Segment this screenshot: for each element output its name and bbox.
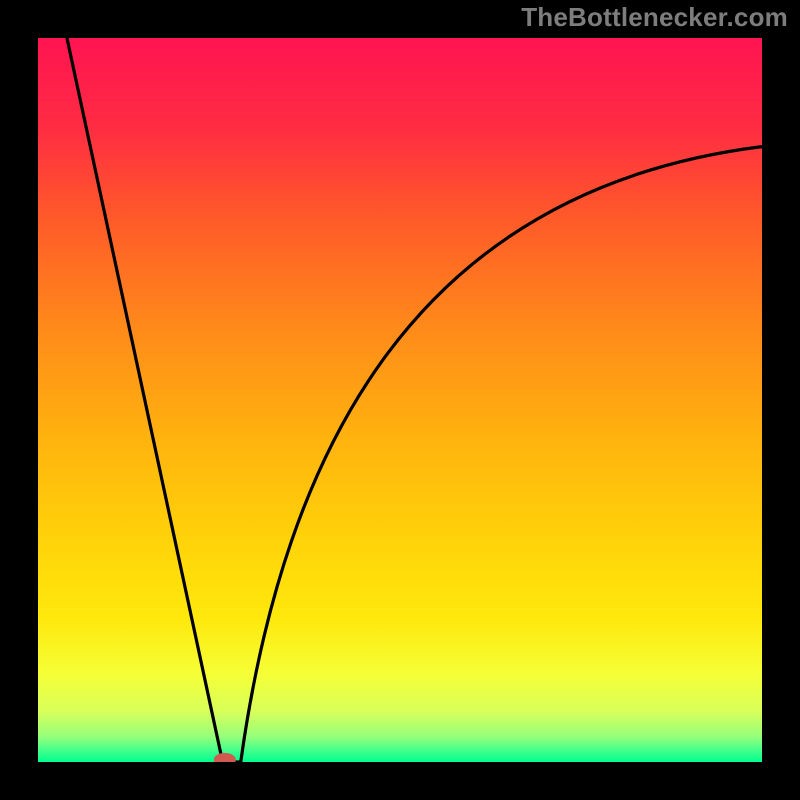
gradient-background <box>38 38 762 762</box>
bottleneck-chart <box>0 0 800 800</box>
chart-stage: TheBottlenecker.com <box>0 0 800 800</box>
